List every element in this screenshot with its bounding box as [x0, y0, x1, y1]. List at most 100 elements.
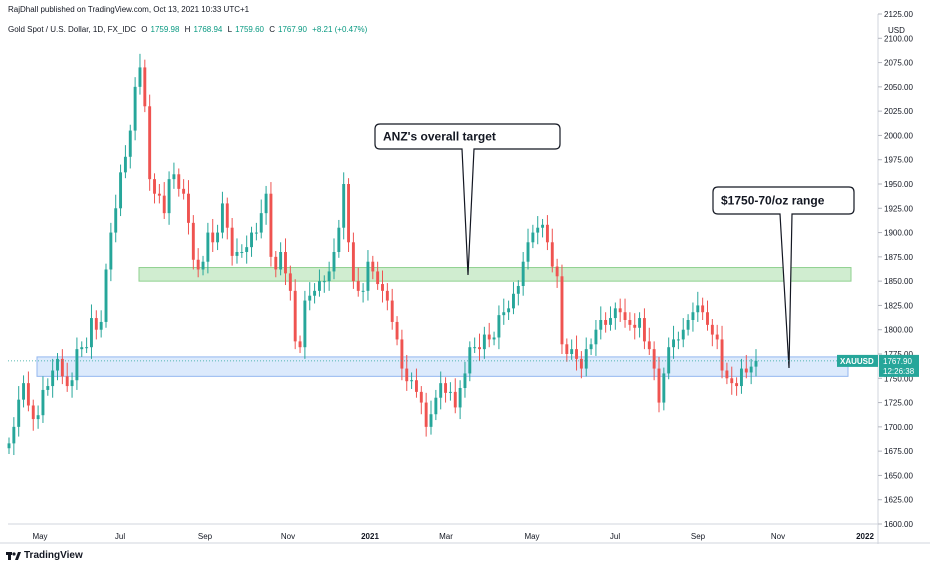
candle-body	[545, 224, 549, 243]
candle-body	[109, 232, 113, 270]
tradingview-logo[interactable]: TradingView	[6, 550, 83, 561]
candle-body	[672, 339, 675, 348]
y-tick-label: 2000.00	[884, 131, 913, 140]
candle-body	[541, 224, 545, 228]
candle-body	[99, 321, 103, 330]
candle-body	[381, 284, 384, 291]
y-tick-label: 1600.00	[884, 520, 913, 529]
candle-body	[613, 308, 617, 319]
candle-body	[371, 261, 375, 272]
candle-body	[26, 383, 30, 406]
candle-body	[284, 252, 287, 274]
x-tick-label: Sep	[198, 532, 213, 541]
candle-body	[60, 358, 64, 377]
open-label: O	[141, 25, 148, 34]
x-tick-label: May	[524, 532, 539, 541]
candle-body	[148, 106, 152, 180]
candle-body	[90, 318, 93, 348]
candle-body	[119, 172, 123, 209]
y-tick-label: 1625.00	[884, 496, 913, 505]
candle-body	[609, 318, 612, 325]
candle-body	[434, 397, 438, 415]
candle-body	[65, 376, 69, 387]
candle-body	[720, 339, 724, 371]
candle-body	[390, 300, 394, 322]
candle-body	[478, 347, 481, 350]
candle-body	[429, 414, 433, 427]
candle-body	[259, 213, 263, 233]
candle-body	[138, 67, 142, 87]
candle-body	[482, 334, 486, 350]
candle-body	[681, 329, 685, 340]
candle-body	[269, 193, 273, 257]
y-tick-label: 1850.00	[884, 277, 913, 286]
y-tick-label: 1900.00	[884, 229, 913, 238]
candle-body	[85, 347, 89, 349]
y-tick-label: 1875.00	[884, 253, 913, 262]
high-value: 1768.94	[193, 25, 223, 34]
x-tick-label: 2021	[361, 532, 379, 541]
candle-body	[439, 383, 443, 398]
green-zone-rect	[138, 267, 852, 282]
candle-body	[497, 315, 501, 338]
high-label: H	[184, 25, 191, 34]
y-tick-label: 1750.00	[884, 374, 913, 383]
y-tick-label: 1975.00	[884, 156, 913, 165]
candle-body	[453, 391, 457, 408]
change-value: +8.21 (+0.47%)	[312, 25, 368, 34]
candle-body	[104, 269, 108, 322]
candle-body	[487, 334, 491, 340]
candle-body	[41, 389, 45, 416]
candle-body	[706, 312, 709, 325]
candle-body	[201, 261, 205, 270]
candle-body	[414, 380, 418, 392]
candle-body	[696, 305, 700, 313]
x-tick-label: Jul	[610, 532, 620, 541]
candle-body	[623, 312, 627, 320]
candle-body	[555, 266, 559, 277]
candle-body	[584, 349, 588, 369]
low-value: 1759.60	[235, 25, 264, 34]
candle-body	[254, 232, 258, 234]
price-badge-countdown: 12:26:38	[883, 367, 915, 376]
candle-body	[385, 290, 389, 301]
y-tick-label: 2075.00	[884, 59, 913, 68]
candle-body	[230, 227, 234, 256]
candle-body	[342, 184, 346, 228]
candle-body	[114, 208, 118, 233]
candle-body	[235, 252, 239, 256]
candle-body	[715, 334, 719, 340]
candle-body	[143, 67, 147, 107]
candle-body	[337, 227, 341, 252]
candle-body	[521, 261, 525, 286]
candle-body	[458, 388, 462, 408]
candle-body	[167, 179, 171, 214]
low-label: L	[227, 25, 233, 34]
candle-body	[754, 360, 758, 367]
candle-body	[36, 415, 40, 420]
candle-body	[468, 347, 472, 374]
y-tick-label: 1925.00	[884, 204, 913, 213]
candle-body	[691, 312, 695, 320]
unit-label: USD	[888, 26, 905, 35]
candle-body	[526, 242, 530, 262]
candle-body	[351, 242, 355, 282]
candle-body	[327, 271, 331, 282]
candle-body	[245, 247, 249, 252]
candle-body	[279, 252, 283, 270]
tradingview-brand: TradingView	[24, 550, 83, 561]
candle-body	[264, 193, 268, 214]
candle-body	[80, 347, 84, 350]
candle-body	[565, 344, 569, 354]
candle-body	[652, 349, 656, 369]
candle-body	[710, 324, 714, 335]
candle-body	[162, 195, 166, 214]
y-tick-label: 1675.00	[884, 447, 913, 456]
callout-bubble	[712, 186, 855, 369]
candle-body	[46, 386, 50, 390]
candle-body	[274, 256, 278, 270]
candle-body	[187, 193, 190, 223]
y-tick-label: 1825.00	[884, 301, 913, 310]
